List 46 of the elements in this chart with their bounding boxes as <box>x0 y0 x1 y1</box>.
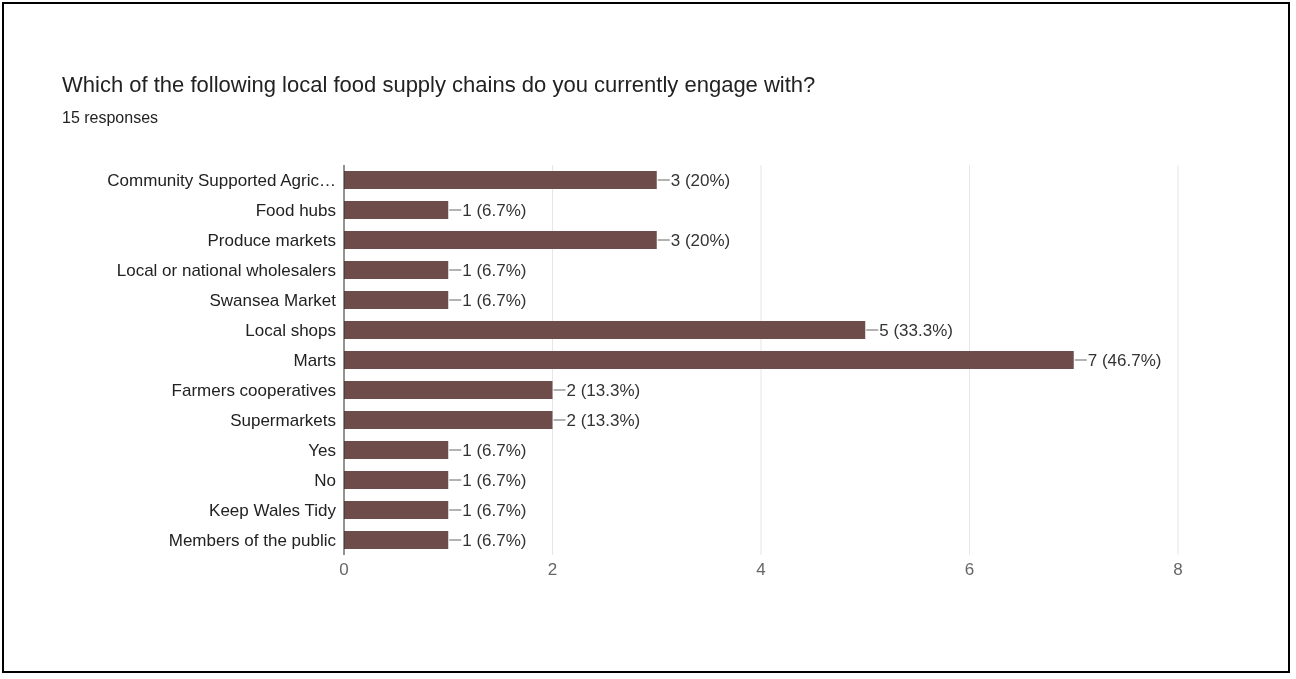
x-tick-label: 8 <box>1173 560 1183 580</box>
data-label: 1 (6.7%) <box>462 260 527 280</box>
y-tick-label: Keep Wales Tidy <box>209 501 337 521</box>
y-tick-label: Produce markets <box>207 231 336 251</box>
bar <box>344 531 449 549</box>
data-label: 1 (6.7%) <box>462 500 527 520</box>
y-tick-label: Supermarkets <box>230 411 336 431</box>
data-label: 5 (33.3%) <box>879 320 953 340</box>
data-label: 1 (6.7%) <box>462 290 527 310</box>
y-tick-label: Marts <box>293 351 336 371</box>
data-label: 1 (6.7%) <box>462 200 527 220</box>
y-tick-label: Swansea Market <box>209 291 337 311</box>
text: 15 responses <box>62 109 159 127</box>
x-tick-label: 6 <box>964 560 975 580</box>
bar <box>344 471 449 489</box>
bar <box>344 381 553 399</box>
data-label: 2 (13.3%) <box>566 410 641 430</box>
bar <box>344 411 553 429</box>
bar <box>344 201 449 219</box>
data-label: 3 (20%) <box>670 170 731 190</box>
data-label: 2 (13.3%) <box>566 380 641 400</box>
bar <box>344 171 657 189</box>
data-label: 3 (20%) <box>670 230 731 250</box>
bar <box>344 261 449 279</box>
y-tick-label: Yes <box>308 441 336 461</box>
x-tick-label: 2 <box>547 560 558 580</box>
bar <box>344 231 657 249</box>
bar <box>344 321 866 339</box>
y-tick-label: Community Supported Agric… <box>107 171 336 191</box>
y-tick-label: Farmers cooperatives <box>171 381 336 401</box>
chart-title: Which of the following local food supply chains do you currently engage with? <box>62 72 816 98</box>
x-tick-label: 4 <box>756 560 766 580</box>
y-tick-label: Food hubs <box>255 201 336 221</box>
y-tick-label: No <box>314 471 336 491</box>
bar <box>344 441 449 459</box>
y-tick-label: Local or national wholesalers <box>116 261 336 281</box>
bar <box>344 501 449 519</box>
y-tick-label: Local shops <box>245 321 336 341</box>
bar <box>344 291 449 309</box>
data-label: 1 (6.7%) <box>462 470 527 490</box>
bar <box>344 351 1074 369</box>
x-tick-label: 0 <box>339 560 349 580</box>
data-label: 1 (6.7%) <box>462 530 527 550</box>
y-tick-label: Members of the public <box>168 531 337 551</box>
data-label: 7 (46.7%) <box>1087 350 1162 370</box>
data-label: 1 (6.7%) <box>462 440 527 460</box>
